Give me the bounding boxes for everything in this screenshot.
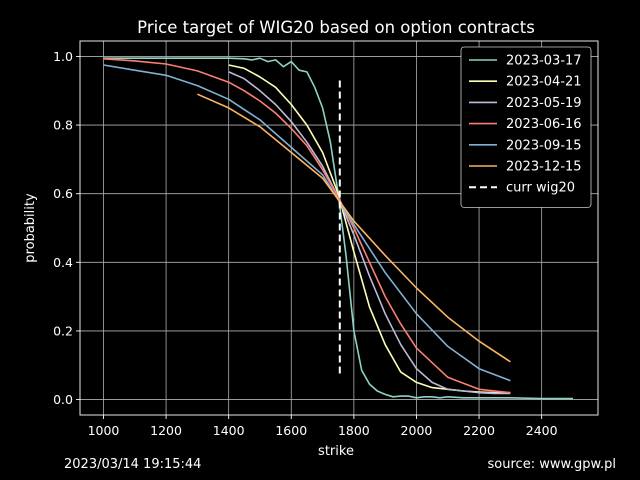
chart-title: Price target of WIG20 based on option co…: [137, 18, 535, 37]
series-line-2023-12-15: [197, 93, 511, 363]
legend-label: 2023-03-17: [506, 54, 582, 69]
plot-frame: [79, 40, 599, 416]
series-line-2023-03-17: [103, 57, 573, 400]
legend-label: curr wig20: [506, 181, 575, 196]
legend-label: 2023-12-15: [506, 160, 582, 175]
x-tick-label: 1400: [213, 423, 245, 438]
x-tick-label: 2000: [401, 423, 433, 438]
y-tick-label: 0.4: [53, 255, 73, 270]
legend-box: [460, 46, 592, 208]
legend: 2023-03-17 2023-04-21 2023-05-19 2023-06-16…: [460, 46, 592, 208]
timestamp: 2023/03/14 19:15:44: [64, 457, 202, 472]
legend-label: 2023-05-19: [506, 96, 582, 111]
series-line-2023-09-15: [103, 64, 511, 382]
legend-label: 2023-04-21: [506, 75, 582, 90]
series-line-2023-06-16: [103, 58, 511, 394]
x-tick-label: 1200: [150, 423, 182, 438]
y-axis-label: probability: [23, 193, 38, 263]
y-tick-label: 0.6: [53, 186, 73, 201]
legend-label: 2023-06-16: [506, 117, 582, 132]
x-tick-label: 1000: [88, 423, 120, 438]
x-tick-label: 2200: [463, 423, 495, 438]
y-tick-label: 1.0: [53, 49, 73, 64]
series-layer: [103, 57, 573, 400]
ticks: 1000 1200 1400 1600 1800 2000 2200 2400 0.0 0.2 0.…: [53, 49, 558, 438]
x-tick-label: 1600: [275, 423, 307, 438]
x-tick-label: 1800: [338, 423, 370, 438]
series-line-2023-05-19: [228, 71, 511, 395]
source-credit: source: www.gpw.pl: [487, 457, 616, 472]
y-tick-label: 0.2: [53, 323, 73, 338]
x-tick-label: 2400: [526, 423, 558, 438]
y-tick-label: 0.8: [53, 118, 73, 133]
legend-label: 2023-09-15: [506, 138, 582, 153]
y-tick-label: 0.0: [53, 392, 73, 407]
x-axis-label: strike: [318, 444, 354, 459]
